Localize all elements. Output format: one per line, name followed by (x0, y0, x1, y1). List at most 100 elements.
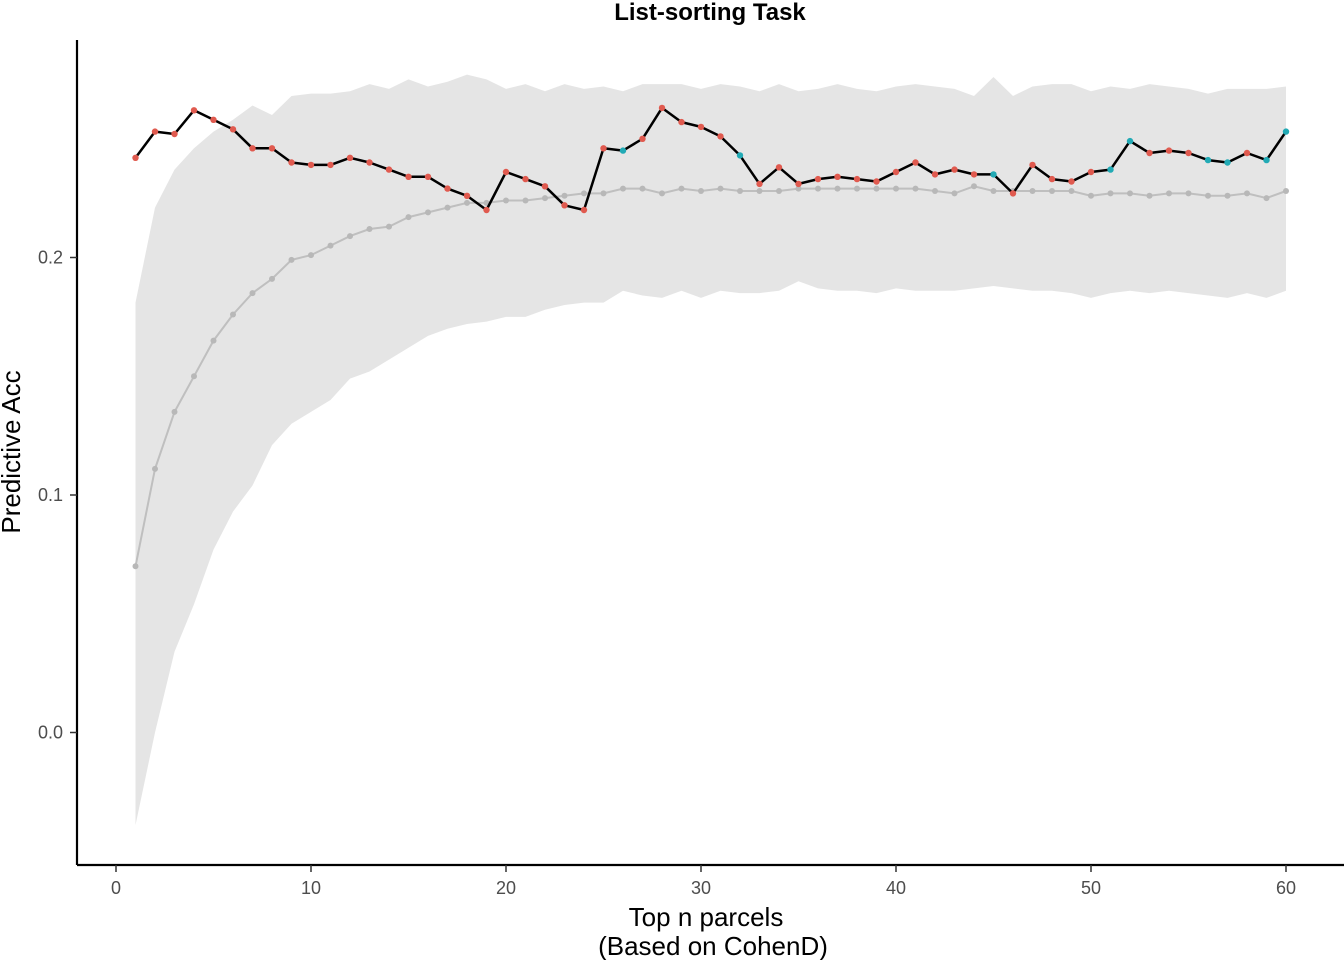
null-mean-point (1049, 188, 1055, 194)
observed-accuracy-point (619, 147, 627, 154)
null-mean-point (581, 190, 587, 197)
observed-accuracy-point (405, 173, 412, 180)
null-mean-point (815, 185, 821, 192)
null-mean-point (386, 223, 392, 230)
observed-accuracy-point (873, 178, 880, 185)
observed-accuracy-point (561, 202, 568, 209)
observed-accuracy-point (639, 135, 646, 142)
observed-accuracy-line (134, 106, 1288, 212)
null-mean-point (873, 185, 880, 192)
observed-accuracy-point (522, 175, 529, 183)
null-mean-point (737, 188, 743, 194)
null-mean-point (191, 373, 197, 380)
observed-accuracy-point (1048, 175, 1056, 183)
observed-accuracy-point (1185, 149, 1192, 157)
observed-accuracy-point (483, 206, 490, 214)
null-mean-point (854, 185, 860, 192)
null-mean-point (795, 185, 802, 192)
null-mean-line (134, 185, 1287, 567)
null-mean-point (405, 214, 412, 221)
observed-accuracy-point (756, 180, 763, 188)
observed-accuracy-point (1204, 156, 1212, 164)
observed-accuracy-point (424, 173, 432, 180)
null-mean-point (230, 311, 236, 318)
x-tick-label: 60 (1276, 878, 1296, 898)
chart-title: List-sorting Task (614, 0, 806, 26)
observed-accuracy-point (541, 183, 549, 190)
null-mean-point (834, 185, 841, 192)
null-mean-point (1068, 188, 1075, 194)
x-tick-label: 0 (111, 878, 121, 898)
observed-accuracy-point (1029, 161, 1036, 169)
null-mean-point (951, 190, 958, 197)
null-mean-point (698, 188, 704, 194)
observed-accuracy-point (288, 159, 295, 166)
null-mean-point (1283, 188, 1289, 194)
null-mean-point (659, 190, 665, 197)
observed-accuracy-point (834, 173, 841, 180)
observed-accuracy-point (1243, 149, 1251, 157)
null-mean-point (464, 199, 470, 206)
observed-accuracy-point (444, 185, 451, 192)
null-mean-point (152, 465, 158, 472)
x-axis-ticks: 0 10 20 30 40 50 60 (111, 865, 1296, 898)
y-tick-label: 0.1 (38, 485, 63, 505)
null-mean-point (1107, 190, 1114, 197)
observed-accuracy-point (151, 128, 159, 135)
observed-accuracy-point (307, 161, 315, 169)
observed-accuracy-point (1107, 166, 1114, 173)
null-mean-point (425, 209, 431, 216)
observed-accuracy-point (697, 123, 705, 131)
observed-accuracy-point (1009, 190, 1017, 197)
y-tick-label: 0.0 (38, 723, 63, 743)
observed-accuracy-point (1087, 168, 1095, 176)
null-mean-point (269, 275, 275, 282)
observed-accuracy-point (229, 126, 237, 133)
observed-accuracy-point (892, 168, 900, 176)
observed-accuracy-point (853, 175, 861, 183)
observed-accuracy-point (132, 154, 139, 161)
plot-area (132, 74, 1290, 826)
observed-accuracy-point (970, 171, 978, 178)
null-mean-point (561, 192, 568, 199)
observed-accuracy-point (327, 161, 334, 169)
null-mean-point (347, 233, 353, 240)
null-mean-point (249, 290, 256, 297)
y-tick-label: 0.2 (38, 248, 63, 268)
null-mean-point (776, 188, 782, 194)
observed-accuracy-point (814, 175, 822, 183)
observed-accuracy-point (171, 130, 178, 138)
observed-accuracy-point (1068, 178, 1075, 185)
x-tick-label: 50 (1081, 878, 1101, 898)
null-mean-point (132, 563, 139, 570)
null-mean-point (990, 188, 997, 194)
x-tick-label: 20 (496, 878, 516, 898)
observed-accuracy-point (1146, 149, 1153, 157)
null-mean-point (503, 197, 509, 204)
observed-accuracy-point (717, 133, 724, 140)
observed-accuracy-point (990, 171, 997, 178)
null-mean-point (1166, 190, 1172, 197)
null-mean-point (1029, 188, 1036, 194)
observed-accuracy-point (346, 154, 354, 161)
null-mean-point (522, 197, 529, 204)
null-mean-point (678, 185, 685, 192)
null-mean-point (1244, 190, 1250, 197)
observed-accuracy-point (658, 104, 666, 112)
observed-accuracy-point (1224, 159, 1231, 166)
null-mean-point (1127, 190, 1133, 197)
null-mean-point (1224, 192, 1231, 199)
observed-accuracy-point (580, 206, 588, 214)
null-mean-point (171, 408, 178, 415)
observed-accuracy-point (366, 159, 373, 166)
null-mean-point (1088, 192, 1094, 199)
x-tick-label: 40 (886, 878, 906, 898)
null-mean-point (600, 190, 607, 197)
observed-accuracy-point (385, 166, 393, 173)
null-mean-point (620, 185, 626, 192)
null-mean-point (717, 185, 724, 192)
observed-accuracy-point (600, 145, 607, 152)
observed-accuracy-point (775, 164, 783, 171)
null-mean-point (932, 188, 938, 194)
null-mean-point (1185, 190, 1192, 197)
